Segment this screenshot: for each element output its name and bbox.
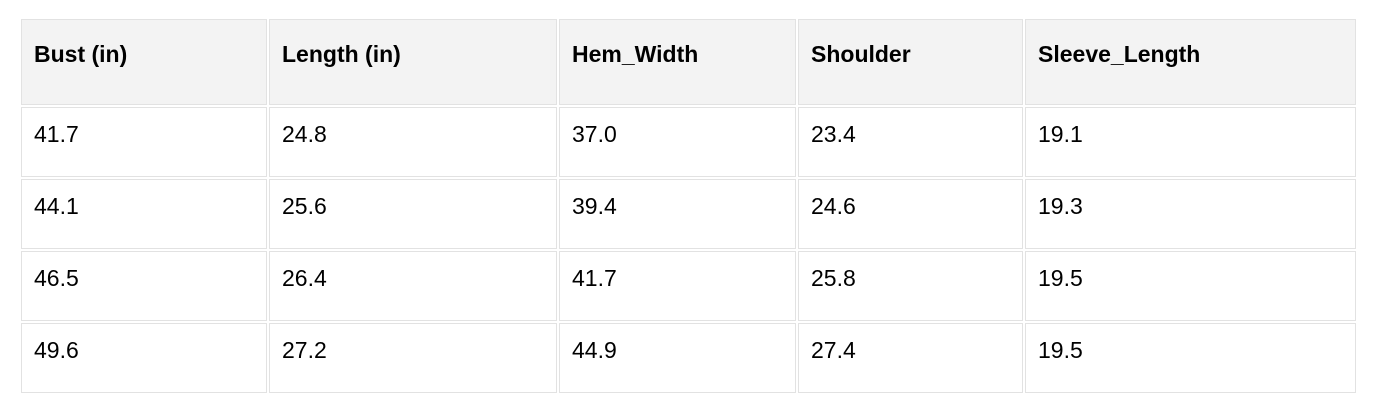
table-cell: 44.1 xyxy=(21,179,267,249)
column-header-sleeve-length: Sleeve_Length xyxy=(1025,19,1356,105)
column-header-hem-width: Hem_Width xyxy=(559,19,796,105)
table-row: 44.1 25.6 39.4 24.6 19.3 xyxy=(21,179,1356,249)
table-cell: 23.4 xyxy=(798,107,1023,177)
table-cell: 27.4 xyxy=(798,323,1023,393)
column-header-bust: Bust (in) xyxy=(21,19,267,105)
table-cell: 25.6 xyxy=(269,179,557,249)
table-cell: 39.4 xyxy=(559,179,796,249)
table-row: 49.6 27.2 44.9 27.4 19.5 xyxy=(21,323,1356,393)
table-cell: 49.6 xyxy=(21,323,267,393)
table-cell: 24.6 xyxy=(798,179,1023,249)
table-cell: 19.1 xyxy=(1025,107,1356,177)
column-header-shoulder: Shoulder xyxy=(798,19,1023,105)
table-header-row: Bust (in) Length (in) Hem_Width Shoulder… xyxy=(21,19,1356,105)
column-header-length: Length (in) xyxy=(269,19,557,105)
table-cell: 19.3 xyxy=(1025,179,1356,249)
table-cell: 44.9 xyxy=(559,323,796,393)
table-cell: 26.4 xyxy=(269,251,557,321)
table-cell: 46.5 xyxy=(21,251,267,321)
table-cell: 41.7 xyxy=(559,251,796,321)
table-cell: 25.8 xyxy=(798,251,1023,321)
table-cell: 19.5 xyxy=(1025,251,1356,321)
table-cell: 27.2 xyxy=(269,323,557,393)
table-row: 41.7 24.8 37.0 23.4 19.1 xyxy=(21,107,1356,177)
table-cell: 37.0 xyxy=(559,107,796,177)
table-cell: 41.7 xyxy=(21,107,267,177)
size-measurement-table: Bust (in) Length (in) Hem_Width Shoulder… xyxy=(19,17,1358,395)
table-row: 46.5 26.4 41.7 25.8 19.5 xyxy=(21,251,1356,321)
table-cell: 19.5 xyxy=(1025,323,1356,393)
table-cell: 24.8 xyxy=(269,107,557,177)
